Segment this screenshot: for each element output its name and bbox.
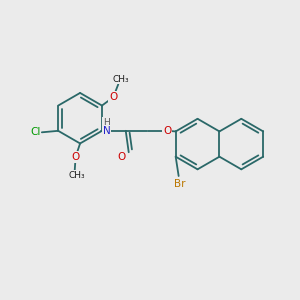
- Text: N: N: [103, 126, 110, 136]
- Text: Br: Br: [174, 179, 186, 189]
- Text: O: O: [117, 152, 125, 162]
- Text: H: H: [103, 118, 110, 127]
- Text: O: O: [109, 92, 117, 102]
- Text: O: O: [163, 126, 172, 136]
- Text: CH₃: CH₃: [68, 171, 85, 180]
- Text: CH₃: CH₃: [112, 75, 129, 84]
- Text: O: O: [71, 152, 80, 162]
- Text: Cl: Cl: [30, 127, 40, 137]
